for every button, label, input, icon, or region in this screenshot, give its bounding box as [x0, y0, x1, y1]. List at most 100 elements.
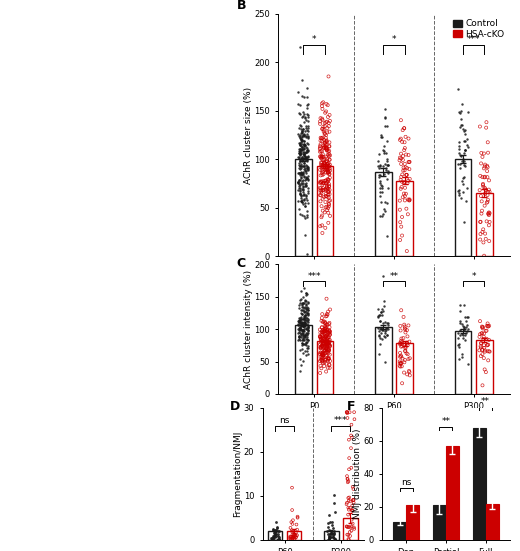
Point: [396, 218, 405, 226]
Point: [297, 125, 305, 133]
Point: [300, 307, 308, 316]
Point: [302, 316, 310, 325]
Point: [343, 474, 352, 483]
Point: [294, 153, 303, 161]
Point: [288, 520, 296, 528]
Bar: [287, 531, 301, 540]
Point: [405, 355, 413, 364]
Point: [323, 339, 332, 348]
Point: [460, 136, 468, 145]
Point: [317, 160, 325, 169]
Point: [304, 336, 313, 345]
Point: [324, 339, 333, 348]
Point: [404, 341, 412, 349]
Point: [375, 162, 384, 171]
Point: [345, 496, 353, 505]
Point: [326, 327, 334, 336]
Point: [321, 346, 329, 355]
Point: [302, 191, 310, 200]
Point: [300, 172, 308, 181]
Point: [479, 334, 488, 343]
Point: [303, 213, 311, 222]
Point: [300, 304, 308, 312]
Point: [319, 163, 328, 171]
Point: [302, 307, 310, 316]
Point: [301, 320, 309, 328]
Point: [321, 186, 330, 195]
Point: [402, 247, 411, 256]
Point: [460, 218, 469, 226]
Point: [461, 312, 469, 321]
Point: [319, 183, 327, 192]
Point: [319, 168, 327, 176]
Point: [398, 231, 406, 240]
Point: [405, 158, 413, 166]
Point: [324, 184, 333, 193]
Point: [482, 235, 490, 244]
Point: [317, 178, 326, 187]
Point: [319, 353, 328, 362]
Point: [302, 121, 310, 130]
Point: [320, 143, 328, 152]
Point: [461, 331, 470, 339]
Point: [300, 137, 308, 145]
Point: [295, 144, 304, 153]
Bar: [375, 327, 392, 394]
Point: [298, 338, 306, 347]
Point: [318, 353, 326, 361]
Point: [480, 183, 489, 192]
Point: [324, 152, 333, 160]
Point: [375, 333, 384, 342]
Point: [322, 320, 331, 329]
Bar: [343, 518, 358, 540]
Point: [300, 149, 308, 158]
Point: [298, 152, 306, 161]
Point: [304, 146, 312, 155]
Point: [320, 342, 329, 351]
Point: [300, 144, 308, 153]
Point: [325, 532, 333, 541]
Point: [302, 335, 310, 344]
Point: [300, 339, 308, 348]
Point: [268, 533, 277, 542]
Point: [301, 340, 309, 349]
Point: [299, 185, 307, 193]
Point: [303, 330, 311, 339]
Point: [321, 347, 329, 355]
Point: [324, 199, 333, 208]
Point: [298, 184, 307, 193]
Point: [479, 322, 487, 331]
Point: [326, 212, 334, 220]
Point: [322, 294, 331, 303]
Point: [319, 352, 327, 360]
Point: [295, 140, 304, 149]
Point: [318, 314, 326, 322]
Point: [303, 154, 311, 163]
Point: [322, 352, 330, 360]
Point: [325, 535, 333, 544]
Point: [269, 533, 277, 542]
Point: [345, 408, 354, 417]
Point: [271, 526, 280, 534]
Point: [324, 526, 333, 534]
Point: [454, 142, 463, 150]
Point: [299, 169, 307, 178]
Point: [303, 210, 311, 219]
Point: [325, 346, 333, 355]
Bar: [454, 159, 471, 256]
Point: [300, 332, 308, 341]
Point: [374, 150, 383, 159]
Point: [322, 192, 330, 201]
Point: [345, 535, 353, 544]
Point: [484, 356, 492, 365]
Point: [326, 190, 334, 198]
Point: [454, 191, 463, 199]
Point: [322, 107, 330, 116]
Point: [483, 334, 491, 343]
Point: [297, 127, 306, 136]
Point: [300, 118, 308, 127]
Point: [330, 526, 339, 535]
Point: [325, 142, 333, 151]
Y-axis label: AChR cluster size (%): AChR cluster size (%): [244, 87, 253, 183]
Point: [301, 331, 309, 340]
